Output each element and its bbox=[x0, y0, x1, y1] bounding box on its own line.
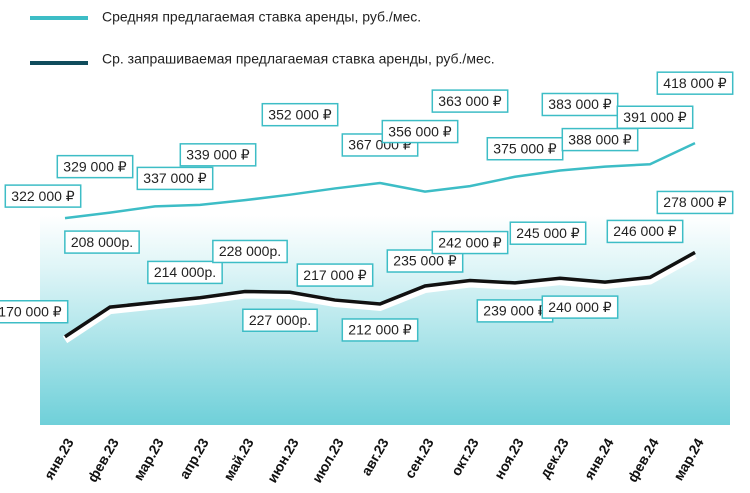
data-label-text: 356 000 ₽ bbox=[388, 123, 451, 139]
data-label-box bbox=[381, 119, 459, 144]
data-label: 235 000 ₽ bbox=[386, 249, 464, 273]
data-label-box bbox=[179, 143, 257, 167]
data-label: 242 000 ₽ bbox=[431, 230, 509, 255]
data-label: 418 000 ₽ bbox=[656, 71, 734, 95]
data-label: 352 000 ₽ bbox=[261, 102, 339, 127]
x-tick-label: фев.24 bbox=[624, 435, 662, 485]
data-label-box bbox=[386, 249, 464, 273]
x-tick-label: ноя.23 bbox=[491, 435, 527, 482]
data-label-box bbox=[296, 263, 374, 287]
data-label-text: 227 000р. bbox=[249, 312, 311, 328]
data-label-box bbox=[0, 300, 69, 324]
data-label-box bbox=[541, 92, 619, 117]
data-label-box bbox=[656, 190, 734, 215]
data-label: 388 000 ₽ bbox=[561, 127, 639, 152]
data-label-text: 339 000 ₽ bbox=[186, 147, 249, 163]
data-label-text: 383 000 ₽ bbox=[548, 96, 611, 112]
data-label-text: 212 000 ₽ bbox=[348, 322, 411, 338]
line bbox=[64, 142, 696, 220]
data-label-box bbox=[656, 71, 734, 95]
data-label-box bbox=[64, 230, 140, 254]
data-label-box bbox=[431, 230, 509, 255]
x-tick-label: мар.23 bbox=[130, 435, 167, 483]
legend-label: Ср. запрашиваемая предлагаемая ставка ар… bbox=[102, 51, 495, 67]
data-label-text: 228 000р. bbox=[219, 243, 281, 259]
data-label: 375 000 ₽ bbox=[486, 136, 564, 161]
data-label: 208 000р. bbox=[64, 230, 140, 254]
x-tick-label: фев.23 bbox=[84, 435, 122, 485]
data-label-box bbox=[561, 127, 639, 152]
data-label-box bbox=[509, 221, 587, 245]
data-label-text: 246 000 ₽ bbox=[613, 223, 676, 239]
data-label-text: 322 000 ₽ bbox=[11, 188, 74, 204]
data-label: 240 000 ₽ bbox=[541, 295, 619, 319]
data-label-box bbox=[541, 295, 619, 319]
legend: Средняя предлагаемая ставка аренды, руб.… bbox=[30, 9, 495, 67]
data-label-text: 337 000 ₽ bbox=[143, 170, 206, 186]
data-label-box bbox=[616, 105, 694, 129]
data-label-text: 391 000 ₽ bbox=[623, 109, 686, 125]
data-label-text: 418 000 ₽ bbox=[663, 75, 726, 91]
data-label: 329 000 ₽ bbox=[56, 154, 134, 179]
data-label: 246 000 ₽ bbox=[606, 219, 684, 244]
x-tick-label: янв.23 bbox=[41, 435, 77, 482]
data-label: 363 000 ₽ bbox=[431, 89, 509, 113]
x-tick-label: янв.24 bbox=[581, 435, 617, 482]
data-label: 278 000 ₽ bbox=[656, 190, 734, 215]
data-label-text: 245 000 ₽ bbox=[516, 225, 579, 241]
data-label: 217 000 ₽ bbox=[296, 263, 374, 287]
data-label-text: 352 000 ₽ bbox=[268, 106, 331, 122]
data-label-text: 388 000 ₽ bbox=[568, 131, 631, 147]
data-label: 383 000 ₽ bbox=[541, 92, 619, 117]
data-label-text: 217 000 ₽ bbox=[303, 267, 366, 283]
data-label: 214 000р. bbox=[147, 260, 223, 285]
data-label-box bbox=[4, 184, 82, 208]
x-tick-label: апр.23 bbox=[176, 435, 212, 482]
data-label-text: 375 000 ₽ bbox=[493, 140, 556, 156]
legend-label: Средняя предлагаемая ставка аренды, руб.… bbox=[102, 9, 421, 25]
x-tick-label: май.23 bbox=[220, 435, 257, 483]
data-label-text: 235 000 ₽ bbox=[393, 253, 456, 269]
data-label-text: 363 000 ₽ bbox=[438, 93, 501, 109]
data-label-box bbox=[341, 318, 419, 342]
data-label-text: 278 000 ₽ bbox=[663, 194, 726, 210]
data-label: 337 000 ₽ bbox=[136, 166, 214, 191]
line bbox=[64, 250, 696, 339]
data-label: 391 000 ₽ bbox=[616, 105, 694, 129]
x-tick-label: дек.23 bbox=[536, 435, 572, 481]
data-label-text: 208 000р. bbox=[71, 234, 133, 250]
x-tick-label: авг.23 bbox=[358, 435, 392, 478]
data-label: 227 000р. bbox=[242, 308, 318, 333]
data-label-text: 170 000 ₽ bbox=[0, 303, 62, 319]
data-label: 322 000 ₽ bbox=[4, 184, 82, 208]
x-tick-label: окт.23 bbox=[448, 435, 482, 478]
data-label-text: 242 000 ₽ bbox=[438, 234, 501, 250]
data-label: 245 000 ₽ bbox=[509, 221, 587, 245]
x-tick-label: сен.23 bbox=[401, 435, 437, 481]
data-label: 170 000 ₽ bbox=[0, 300, 69, 324]
data-label-box bbox=[242, 308, 318, 333]
data-label: 356 000 ₽ bbox=[381, 119, 459, 144]
data-label: 239 000 ₽ bbox=[476, 299, 554, 323]
data-label-text: 214 000р. bbox=[154, 264, 216, 280]
data-label-box bbox=[606, 219, 684, 244]
x-tick-label: июл.23 bbox=[309, 435, 347, 485]
data-label-text: 329 000 ₽ bbox=[63, 158, 126, 174]
x-tick-label: июн.23 bbox=[264, 435, 302, 485]
x-tick-label: мар.24 bbox=[670, 435, 707, 483]
data-label: 339 000 ₽ bbox=[179, 143, 257, 167]
data-label-text: 240 000 ₽ bbox=[548, 299, 611, 315]
data-label-box bbox=[431, 89, 509, 113]
data-label-box bbox=[136, 166, 214, 191]
line-shadow bbox=[62, 251, 697, 344]
data-label-box bbox=[56, 154, 134, 179]
data-label-box bbox=[147, 260, 223, 285]
data-label-box bbox=[261, 102, 339, 127]
data-label: 228 000р. bbox=[212, 239, 288, 264]
data-label-box bbox=[212, 239, 288, 264]
data-label: 212 000 ₽ bbox=[341, 318, 419, 342]
data-label-text: 239 000 ₽ bbox=[483, 303, 546, 319]
